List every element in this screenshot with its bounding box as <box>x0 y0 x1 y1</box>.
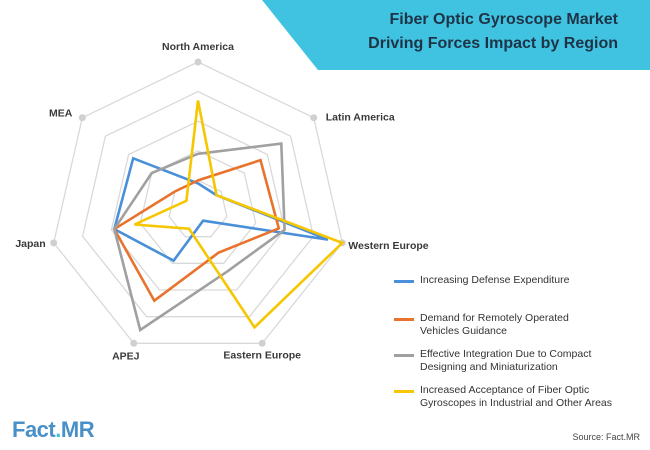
legend-item-integration: Effective Integration Due to Compact Des… <box>394 348 646 374</box>
axis-label-apej: APEJ <box>112 350 140 362</box>
title-banner-shape <box>262 0 650 70</box>
series-line-2 <box>112 158 281 303</box>
radar-grid <box>50 58 346 347</box>
legend-label-integration: Effective Integration Due to Compact Des… <box>420 348 592 373</box>
axis-label-north-america: North America <box>162 41 234 53</box>
legend-swatch-acceptance <box>394 390 414 393</box>
axis-marker-dot <box>130 339 138 347</box>
logo-mr-text: MR <box>60 417 95 442</box>
axis-label-japan: Japan <box>15 238 45 250</box>
axis-marker-dot <box>194 58 202 66</box>
axis-marker-dot <box>258 339 266 347</box>
axis-label-eastern-europe: Eastern Europe <box>223 349 301 361</box>
legend-item-acceptance: Increased Acceptance of Fiber Optic Gyro… <box>394 384 646 410</box>
legend-label-acceptance: Increased Acceptance of Fiber Optic Gyro… <box>420 384 613 409</box>
axis-marker-dot <box>310 114 318 122</box>
series-line-3 <box>112 142 286 333</box>
fact-mr-logo: Fact. MR <box>12 417 95 442</box>
axis-label-mea: MEA <box>49 108 73 120</box>
grid-ring-4 <box>81 90 315 318</box>
legend-swatch-defense <box>394 280 414 283</box>
legend-label-defense: Increasing Defense Expenditure <box>420 274 570 286</box>
legend-item-defense: Increasing Defense Expenditure <box>394 274 646 287</box>
source-note: Source: Fact.MR <box>572 432 640 442</box>
legend-swatch-integration <box>394 354 414 357</box>
axis-labels: North America Latin America Western Europe… <box>15 41 428 362</box>
grid-ring-2 <box>139 150 257 264</box>
legend-swatch-rov-guidance <box>394 318 414 321</box>
logo-dot: . <box>55 417 61 442</box>
axis-label-latin-america: Latin America <box>326 112 395 124</box>
grid-ring-5 <box>52 61 344 344</box>
axis-marker-dot <box>50 239 58 247</box>
radar-series <box>112 100 345 333</box>
series-line-4 <box>133 100 345 330</box>
axis-label-western-europe: Western Europe <box>348 240 428 252</box>
axis-marker-dot <box>78 114 86 122</box>
legend-label-rov-guidance: Demand for Remotely Operated Vehicles Gu… <box>420 312 569 337</box>
legend-item-rov-guidance: Demand for Remotely Operated Vehicles Gu… <box>394 312 646 338</box>
grid-ring-1 <box>168 179 228 238</box>
logo-fact-text: Fact <box>12 417 56 442</box>
